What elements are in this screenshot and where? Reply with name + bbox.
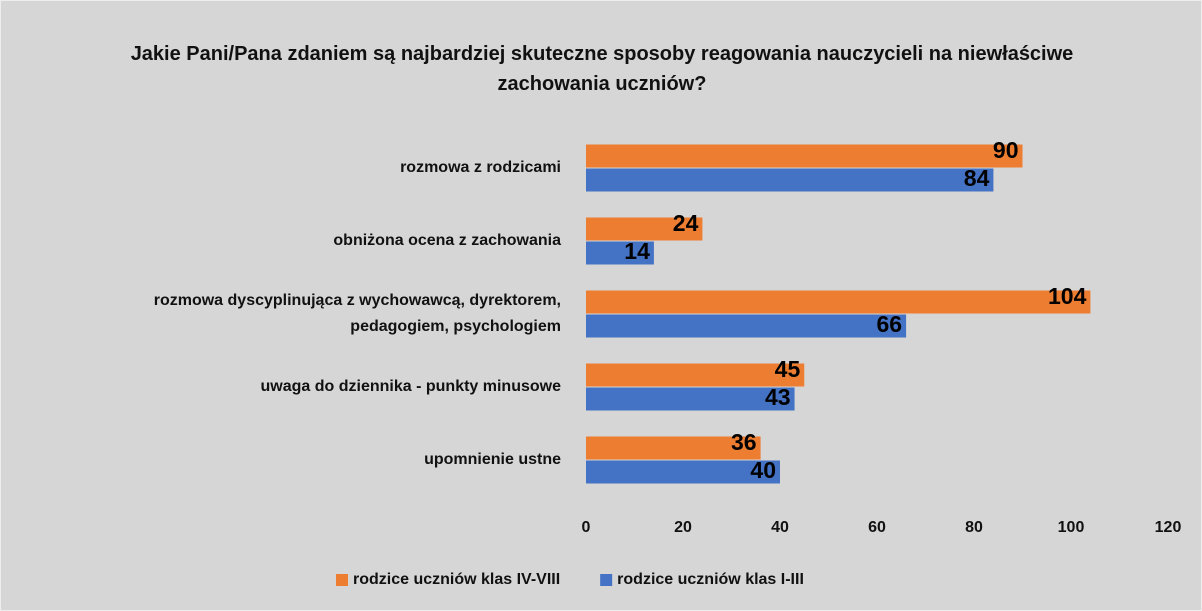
category-text: obniżona ocena z zachowania [333,231,561,249]
bar [586,436,761,460]
x-tick-label: 0 [582,519,591,536]
chart-title: Jakie Pani/Pana zdaniem są najbardziej s… [130,43,1074,95]
y-tick-label: rozmowa z rodzicami [21,155,561,181]
x-tick-label: 120 [1155,519,1182,536]
bar [586,387,795,411]
x-tick-label: 40 [771,519,789,536]
bar [586,217,703,241]
category-text: uwaga do dziennika - punkty minusowe [260,377,561,395]
bar [586,144,1023,168]
y-tick-label: rozmowa dyscyplinująca z wychowawcą, dyr… [21,288,561,340]
y-tick-label: uwaga do dziennika - punkty minusowe [21,374,561,400]
category-text: rozmowa dyscyplinująca z wychowawcą, dyr… [153,291,561,335]
data-label: 84 [964,165,990,191]
x-tick-label: 100 [1058,519,1085,536]
legend-swatch [600,574,613,586]
data-label: 43 [765,384,791,410]
x-tick-label: 20 [674,519,692,536]
category-text: upomnienie ustne [424,450,561,468]
bar [586,314,907,338]
bar [586,363,805,387]
data-label: 14 [624,238,650,264]
data-label: 90 [993,137,1019,163]
bar [586,290,1091,314]
legend-swatch [336,574,348,586]
legend-label: rodzice uczniów klas I-III [617,571,804,588]
data-label: 66 [877,311,903,337]
y-tick-label: obniżona ocena z zachowania [21,228,561,254]
category-text: rozmowa z rodzicami [400,158,561,176]
data-label: 40 [750,457,776,483]
data-label: 24 [673,210,699,236]
bar [586,460,780,484]
data-label: 104 [1048,283,1087,309]
x-tick-label: 60 [868,519,886,536]
x-tick-label: 80 [965,519,983,536]
data-label: 36 [731,429,757,455]
bar [586,241,654,265]
data-label: 45 [775,356,801,382]
y-tick-label: upomnienie ustne [21,447,561,473]
bar [586,168,994,192]
legend-label: rodzice uczniów klas IV-VIII [353,571,560,588]
